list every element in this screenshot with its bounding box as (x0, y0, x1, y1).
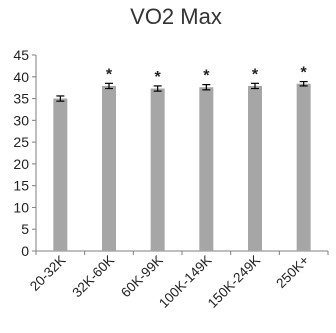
significance-marker: * (203, 68, 210, 85)
y-tick-label: 30 (13, 112, 29, 128)
x-tick-label: 250K+ (273, 252, 312, 291)
bars-group (53, 83, 311, 252)
y-axis: 0 5 10 15 20 25 30 35 40 45 (13, 47, 37, 259)
bar (150, 88, 165, 251)
y-tick-label: 25 (13, 134, 29, 150)
y-tick-label: 10 (13, 199, 29, 215)
significance-marker: * (106, 66, 113, 83)
significance-marker: * (301, 65, 308, 82)
significance-marker: * (252, 66, 259, 83)
bar (102, 85, 116, 252)
bar (296, 83, 311, 251)
bar (199, 87, 214, 251)
x-tick-label: 20-32K (27, 253, 68, 294)
x-tick-label: 150K-249K (205, 253, 263, 311)
bar (53, 98, 68, 251)
y-tick-label: 35 (13, 91, 29, 107)
y-tick-label: 5 (21, 221, 29, 237)
y-tick-label: 0 (21, 243, 29, 259)
bar (248, 85, 262, 252)
y-tick-label: 45 (13, 47, 29, 63)
x-tick-label: 60K-99K (118, 253, 166, 301)
chart-title: VO2 Max (130, 4, 222, 29)
significance-marker: * (155, 69, 162, 86)
y-tick-label: 40 (13, 69, 29, 85)
error-bars-group (56, 80, 308, 102)
y-tick-label: 15 (13, 178, 29, 194)
y-tick-label: 20 (13, 156, 29, 172)
significance-markers-group: * * * * * (106, 65, 308, 86)
x-tick-label: 32K-60K (69, 253, 117, 301)
